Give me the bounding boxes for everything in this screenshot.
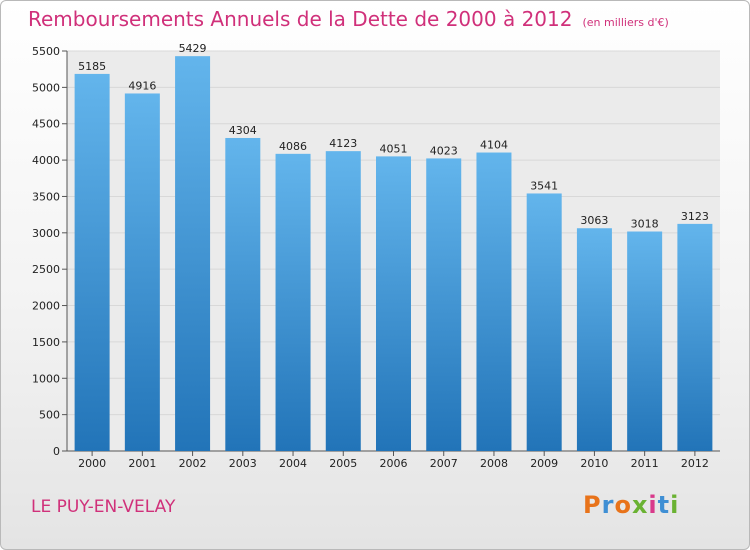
bar <box>627 231 663 451</box>
logo-letter: P <box>583 491 602 519</box>
bar <box>225 137 261 451</box>
bar <box>74 73 110 451</box>
bar-value-label: 4104 <box>480 139 508 152</box>
x-tick-label: 2010 <box>580 457 608 470</box>
x-tick-label: 2011 <box>631 457 659 470</box>
x-tick-label: 2001 <box>128 457 156 470</box>
city-name: LE PUY-EN-VELAY <box>31 497 176 517</box>
bar-value-label: 5429 <box>179 42 207 55</box>
bar <box>576 228 612 451</box>
y-tick-label: 5500 <box>32 45 60 58</box>
bar <box>325 151 361 452</box>
y-tick-label: 3000 <box>32 227 60 240</box>
bar-value-label: 3123 <box>681 210 709 223</box>
bar-value-label: 4051 <box>380 142 408 155</box>
y-tick-label: 1500 <box>32 336 60 349</box>
bar-value-label: 4023 <box>430 144 458 157</box>
proxiti-logo: Proxiti <box>583 491 679 519</box>
bar-value-label: 4916 <box>128 79 156 92</box>
bar <box>526 193 562 452</box>
bar-value-label: 4123 <box>329 137 357 150</box>
x-tick-label: 2009 <box>530 457 558 470</box>
x-tick-label: 2004 <box>279 457 307 470</box>
x-tick-label: 2006 <box>380 457 408 470</box>
y-tick-label: 5000 <box>32 81 60 94</box>
chart-title-block: Remboursements Annuels de la Dette de 20… <box>28 7 669 31</box>
y-tick-label: 2000 <box>32 300 60 313</box>
x-tick-label: 2007 <box>430 457 458 470</box>
y-tick-label: 1000 <box>32 372 60 385</box>
logo-letter: i <box>670 491 680 519</box>
bar-value-label: 3541 <box>530 179 558 192</box>
bar <box>175 56 211 451</box>
logo-letter: x <box>631 491 649 519</box>
x-tick-label: 2012 <box>681 457 709 470</box>
x-tick-label: 2008 <box>480 457 508 470</box>
x-tick-label: 2003 <box>229 457 257 470</box>
bar-value-label: 3063 <box>580 214 608 227</box>
x-tick-label: 2005 <box>329 457 357 470</box>
logo-letter: o <box>614 491 632 519</box>
bar <box>476 152 512 451</box>
y-tick-label: 500 <box>39 409 60 422</box>
y-tick-label: 4500 <box>32 118 60 131</box>
x-tick-label: 2000 <box>78 457 106 470</box>
chart-subtitle: (en milliers d'€) <box>582 16 669 29</box>
y-tick-label: 0 <box>53 445 60 458</box>
y-tick-label: 4000 <box>32 154 60 167</box>
bar <box>426 158 462 451</box>
logo-letter: i <box>648 491 658 519</box>
bar-value-label: 4304 <box>229 124 257 137</box>
bar-value-label: 3018 <box>631 218 659 231</box>
logo-letter: r <box>601 491 615 519</box>
y-tick-label: 3500 <box>32 190 60 203</box>
x-tick-label: 2002 <box>179 457 207 470</box>
chart-title: Remboursements Annuels de la Dette de 20… <box>28 7 573 31</box>
bar <box>275 153 311 451</box>
bar <box>376 156 411 451</box>
bar-value-label: 4086 <box>279 140 307 153</box>
y-tick-label: 2500 <box>32 263 60 276</box>
bar <box>677 223 713 451</box>
bar-value-label: 5185 <box>78 60 106 73</box>
bar <box>124 93 160 452</box>
logo-letter: t <box>657 491 671 519</box>
